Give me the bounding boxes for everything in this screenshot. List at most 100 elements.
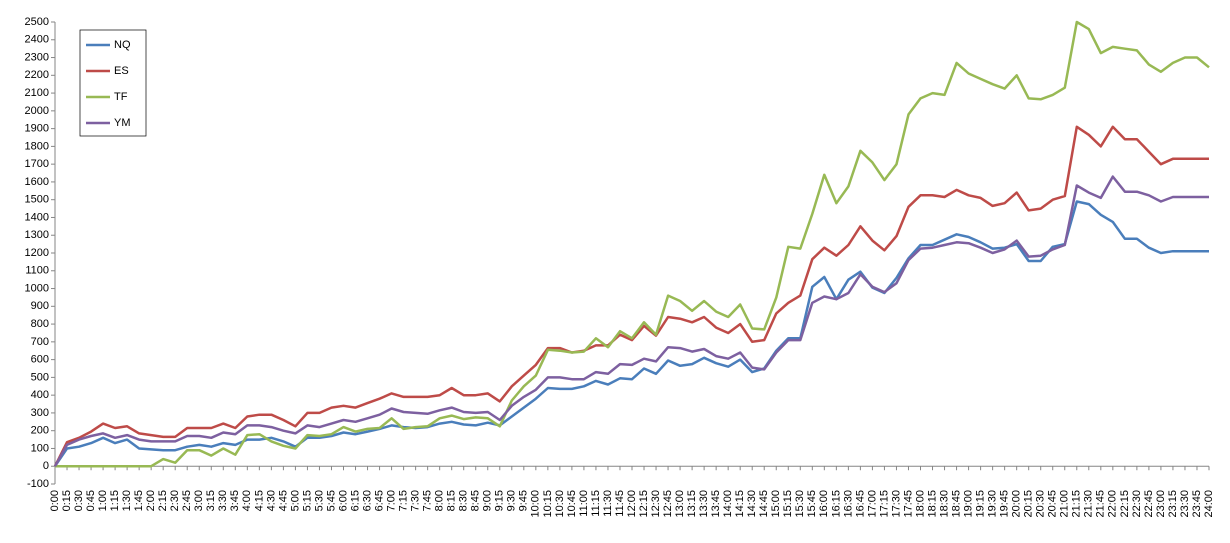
x-tick-label: 21:30 — [1083, 490, 1095, 518]
y-tick-label: 0 — [43, 460, 49, 472]
x-tick-label: 7:00 — [385, 490, 397, 511]
x-tick-label: 3:30 — [217, 490, 229, 511]
x-tick-label: 22:00 — [1107, 490, 1119, 518]
x-tick-label: 9:30 — [506, 490, 518, 511]
legend: NQ ES TF YM — [79, 29, 147, 137]
x-tick-label: 3:45 — [229, 490, 241, 511]
x-tick-label: 6:30 — [361, 490, 373, 511]
x-tick-label: 3:00 — [193, 490, 205, 511]
x-tick-label: 4:45 — [277, 490, 289, 511]
x-tick-label: 12:15 — [638, 490, 650, 518]
x-tick-label: 14:00 — [722, 490, 734, 518]
y-tick-label: 1600 — [25, 176, 49, 188]
x-tick-label: 20:15 — [1023, 490, 1035, 518]
y-tick-label: 1900 — [25, 123, 49, 135]
x-tick-label: 1:15 — [109, 490, 121, 511]
x-tick-label: 12:30 — [650, 490, 662, 518]
x-tick-label: 22:45 — [1143, 490, 1155, 518]
x-tick-label: 6:45 — [373, 490, 385, 511]
y-tick-label: 1200 — [25, 247, 49, 259]
x-tick-label: 12:45 — [662, 490, 674, 518]
x-tick-label: 15:15 — [782, 490, 794, 518]
x-tick-label: 15:00 — [770, 490, 782, 518]
x-tick-label: 7:45 — [422, 490, 434, 511]
x-tick-label: 1:00 — [97, 490, 109, 511]
y-tick-label: 800 — [31, 318, 49, 330]
x-tick-label: 21:00 — [1059, 490, 1071, 518]
x-tick-label: 5:45 — [325, 490, 337, 511]
x-tick-label: 18:00 — [914, 490, 926, 518]
x-tick-label: 16:15 — [830, 490, 842, 518]
x-tick-label: 2:45 — [181, 490, 193, 511]
x-tick-label: 13:15 — [686, 490, 698, 518]
x-tick-label: 11:30 — [602, 490, 614, 517]
y-tick-label: 1500 — [25, 194, 49, 206]
x-tick-label: 23:15 — [1167, 490, 1179, 518]
x-tick-label: 8:15 — [446, 490, 458, 511]
x-tick-label: 0:45 — [85, 490, 97, 511]
x-tick-label: 15:45 — [806, 490, 818, 518]
x-tick-label: 5:00 — [289, 490, 301, 511]
x-tick-label: 17:30 — [890, 490, 902, 518]
x-tick-label: 2:30 — [169, 490, 181, 511]
x-tick-label: 24:00 — [1203, 490, 1215, 518]
x-tick-label: 17:45 — [902, 490, 914, 518]
y-tick-label: 2500 — [25, 16, 49, 28]
x-tick-label: 10:00 — [530, 490, 542, 518]
y-tick-label: 2100 — [25, 87, 49, 99]
x-tick-label: 3:15 — [205, 490, 217, 511]
x-tick-label: 9:45 — [518, 490, 530, 511]
x-tick-label: 11:45 — [614, 490, 626, 517]
legend-label: NQ — [114, 39, 131, 51]
x-tick-label: 20:00 — [1011, 490, 1023, 518]
y-tick-label: 2000 — [25, 105, 49, 117]
x-tick-label: 8:30 — [458, 490, 470, 511]
line-series — [53, 125, 1209, 467]
y-tick-label: 2200 — [25, 69, 49, 81]
line-series — [53, 175, 1209, 467]
x-tick-label: 11:00 — [578, 490, 590, 517]
x-tick-label: 19:30 — [987, 490, 999, 518]
y-tick-label: 700 — [31, 336, 49, 348]
line-series — [55, 20, 1210, 468]
x-tick-label: 20:45 — [1047, 490, 1059, 518]
legend-label: YM — [114, 117, 131, 129]
x-tick-label: 19:15 — [975, 490, 987, 518]
x-tick-label: 4:15 — [253, 490, 265, 511]
x-tick-label: 18:15 — [926, 490, 938, 518]
x-tick-label: 1:45 — [133, 490, 145, 511]
y-tick-label: 1700 — [25, 158, 49, 170]
x-tick-label: 8:00 — [434, 490, 446, 511]
x-tick-label: 21:15 — [1071, 490, 1083, 518]
x-tick-label: 16:30 — [842, 490, 854, 518]
x-tick-label: 7:15 — [398, 490, 410, 511]
x-tick-label: 5:30 — [313, 490, 325, 511]
x-tick-label: 16:45 — [854, 490, 866, 518]
x-tick-label: 23:45 — [1191, 490, 1203, 518]
y-tick-label: 2400 — [25, 34, 49, 46]
legend-box — [79, 29, 147, 137]
x-tick-label: 19:45 — [999, 490, 1011, 518]
x-tick-label: 18:30 — [938, 490, 950, 518]
x-tick-label: 21:45 — [1095, 490, 1107, 518]
x-tick-label: 14:30 — [746, 490, 758, 518]
x-tick-label: 6:00 — [337, 490, 349, 511]
x-tick-label: 10:45 — [566, 490, 578, 518]
x-tick-label: 10:30 — [554, 490, 566, 518]
x-tick-label: 2:00 — [145, 490, 157, 511]
y-tick-label: 1400 — [25, 211, 49, 223]
x-tick-label: 19:00 — [962, 490, 974, 518]
x-tick-label: 17:15 — [878, 490, 890, 518]
x-tick-label: 6:15 — [349, 490, 361, 511]
x-tick-label: 7:30 — [410, 490, 422, 511]
x-tick-label: 5:15 — [301, 490, 313, 511]
x-tick-label: 14:45 — [758, 490, 770, 518]
y-tick-label: -100 — [27, 478, 49, 490]
x-tick-label: 4:30 — [265, 490, 277, 511]
legend-label: ES — [114, 65, 129, 77]
x-tick-label: 13:45 — [710, 490, 722, 518]
y-tick-label: 1100 — [25, 265, 49, 277]
y-tick-label: 300 — [31, 407, 49, 419]
x-tick-label: 11:15 — [590, 490, 602, 517]
